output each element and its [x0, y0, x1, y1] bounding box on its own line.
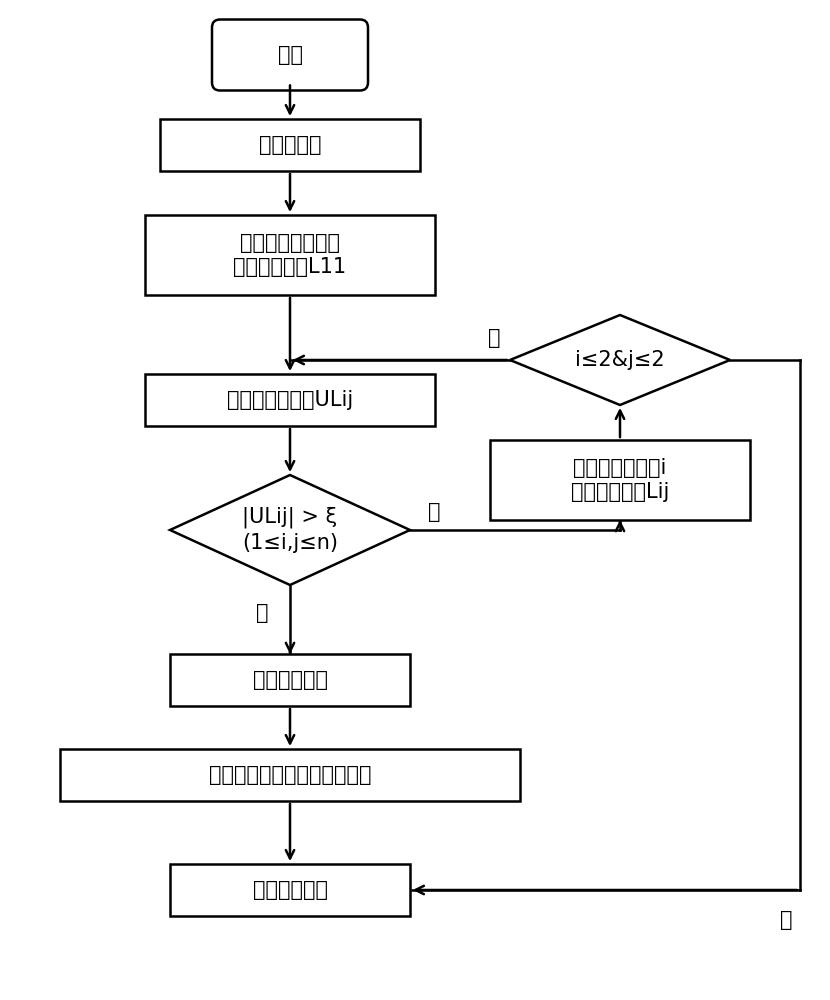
Text: 否: 否 [428, 502, 441, 522]
Bar [145, 215, 435, 295]
Polygon shape [170, 475, 410, 585]
Bar [60, 749, 520, 801]
Text: 检测系统检测第一
检测线圈矩阵L11: 检测系统检测第一 检测线圈矩阵L11 [233, 233, 347, 277]
Text: 开始: 开始 [277, 45, 302, 65]
Text: 断开电源，提示金属异物位置: 断开电源，提示金属异物位置 [209, 765, 371, 785]
Text: 系统初始化: 系统初始化 [259, 135, 321, 155]
Text: 测量感应电压值ULij: 测量感应电压值ULij [227, 390, 353, 410]
Bar [490, 440, 750, 520]
Text: |ULij| > ξ
(1≤i,j≤n): |ULij| > ξ (1≤i,j≤n) [242, 507, 338, 553]
Text: 异物检测完成: 异物检测完成 [252, 880, 328, 900]
Text: 存在金属异物: 存在金属异物 [252, 670, 328, 690]
Bar [170, 654, 410, 706]
Text: 检测系统检测第i
检测线圈矩阵Lij: 检测系统检测第i 检测线圈矩阵Lij [571, 458, 669, 502]
Bar [160, 119, 420, 171]
FancyBboxPatch shape [212, 19, 368, 91]
Text: 否: 否 [779, 910, 792, 930]
Text: 是: 是 [487, 328, 500, 348]
Bar [145, 374, 435, 426]
Text: i≤2&j≤2: i≤2&j≤2 [575, 350, 665, 370]
Polygon shape [510, 315, 730, 405]
Bar [170, 864, 410, 916]
Text: 是: 是 [256, 603, 268, 623]
